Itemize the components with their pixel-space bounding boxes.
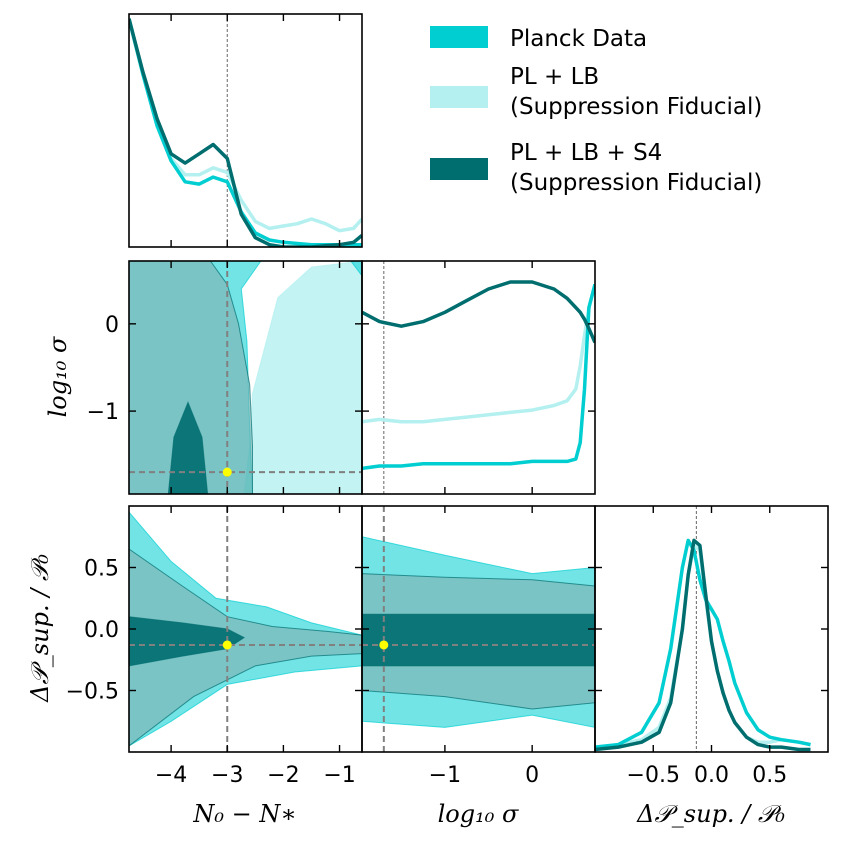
xtick-label: 0.0 (694, 763, 729, 788)
xtick-label: −1 (429, 763, 461, 788)
ticks: −4 −3 −2 −1 −1 0 −0.5 0.0 0.5 −1 0 −0.5 0.0 0.5 (66, 14, 828, 788)
n0-vs-log10sigma-panel (129, 261, 362, 494)
marginal-n0-panel (129, 14, 362, 247)
legend-swatch-pl-lb-s4 (430, 158, 488, 180)
contour-pl-lb-s4-95 (129, 261, 253, 494)
marginal-line-pl-lb-s4 (362, 280, 595, 344)
ytick-label: −0.5 (66, 680, 119, 705)
legend: Planck Data PL + LB (Suppression Fiducia… (430, 26, 762, 196)
xtick-label: −0.5 (627, 763, 680, 788)
marginal-line-pl-lb-s4 (595, 538, 811, 752)
ytick-label: 0.0 (84, 618, 119, 643)
xlabel-dp: Δ𝒫_sup. / 𝒫₀ (636, 800, 785, 828)
marginal-line-planck-data (595, 538, 811, 749)
marginal-log10sigma-panel (362, 261, 595, 494)
marginal-line-pl-lb-s4 (129, 18, 362, 247)
contour-pl-lb-s4-95 (129, 548, 362, 747)
frame-00 (128, 13, 363, 248)
fiducial-point (222, 467, 232, 477)
xtick-label: −1 (323, 763, 355, 788)
legend-label-pl-lb-s4-2: (Suppression Fiducial) (510, 170, 762, 196)
contour-pl-lb-s4-68 (129, 616, 246, 667)
log10sigma-vs-dp-panel (362, 506, 595, 752)
ytick-label: 0 (105, 313, 119, 338)
legend-swatch-planck (430, 26, 488, 48)
ylabel-dp: Δ𝒫_sup. / 𝒫₀ (26, 554, 54, 703)
ytick-label: −1 (87, 400, 119, 425)
xtick-label: −3 (211, 763, 243, 788)
legend-label-pl-lb-s4-1: PL + LB + S4 (510, 140, 662, 166)
ylabel-log10sigma: log₁₀ σ (44, 336, 72, 417)
fiducial-point (379, 640, 389, 650)
contour-pl-lb-s4-68 (129, 401, 209, 494)
frame-11 (361, 260, 596, 495)
marginal-dp-panel (595, 506, 811, 752)
legend-swatch-pl-lb (430, 86, 488, 108)
legend-label-pl-lb-2: (Suppression Fiducial) (510, 94, 762, 120)
marginal-line-pl-lb (362, 283, 595, 424)
n0-vs-dp-panel (129, 506, 362, 752)
marginal-line-planck-data (362, 283, 595, 471)
xtick-label: −4 (155, 763, 187, 788)
legend-label-pl-lb-1: PL + LB (510, 64, 599, 90)
contour-pl-lb-s4-68 (362, 613, 595, 667)
xtick-label: −2 (267, 763, 299, 788)
xtick-label: 0 (525, 763, 539, 788)
marginal-line-pl-lb (129, 18, 362, 233)
xlabel-log10sigma: log₁₀ σ (438, 800, 519, 828)
legend-label-planck: Planck Data (510, 26, 647, 52)
ytick-label: 0.5 (84, 557, 119, 582)
fiducial-point (222, 640, 232, 650)
xtick-label: 0.5 (752, 763, 787, 788)
xlabel-n0: N₀ − N∗ (192, 800, 296, 828)
